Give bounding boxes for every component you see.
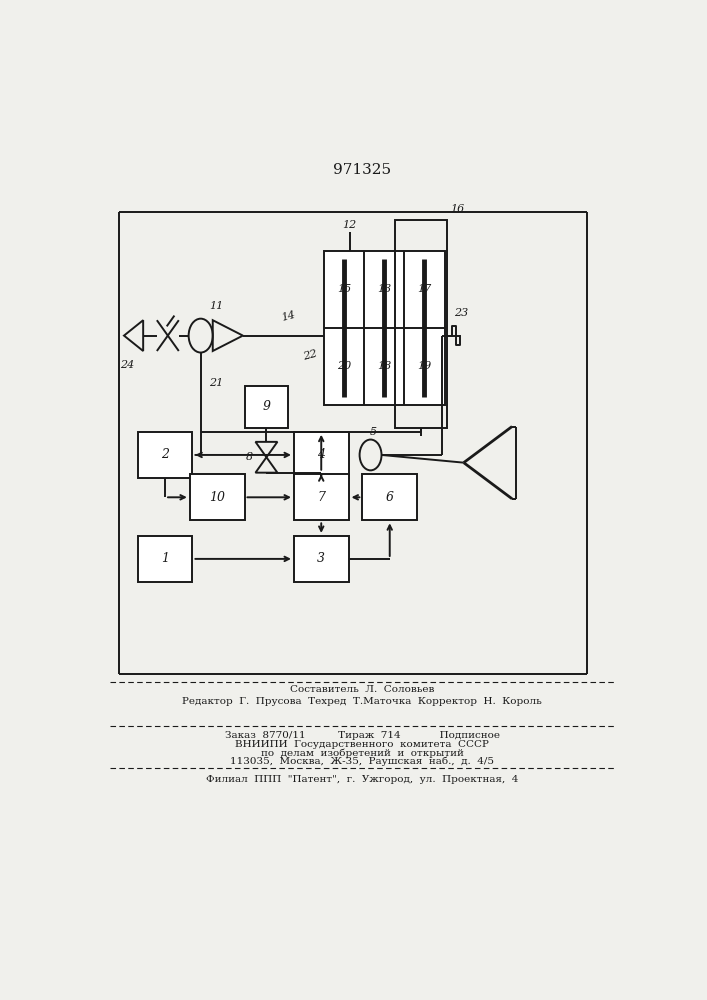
Text: 6: 6 [386, 491, 394, 504]
FancyBboxPatch shape [138, 536, 192, 582]
Text: 9: 9 [262, 400, 271, 413]
Text: 15: 15 [337, 284, 351, 294]
Text: 971325: 971325 [333, 163, 392, 177]
Text: Заказ  8770/11          Тираж  714            Подписное: Заказ 8770/11 Тираж 714 Подписное [225, 731, 500, 740]
FancyBboxPatch shape [363, 474, 417, 520]
FancyBboxPatch shape [189, 474, 245, 520]
Text: 113035,  Москва,  Ж-35,  Раушская  наб.,  д.  4/5: 113035, Москва, Ж-35, Раушская наб., д. … [230, 757, 494, 766]
Text: ВНИИПИ  Государственного  комитета  СССР: ВНИИПИ Государственного комитета СССР [235, 740, 489, 749]
Text: по  делам  изобретений  и  открытий: по делам изобретений и открытий [261, 748, 464, 758]
Text: 21: 21 [209, 378, 223, 388]
Text: 5: 5 [370, 427, 377, 437]
Text: 3: 3 [317, 552, 325, 565]
Text: Составитель  Л.  Соловьев: Составитель Л. Соловьев [290, 685, 435, 694]
Text: 22: 22 [302, 348, 319, 362]
Text: 14: 14 [280, 310, 297, 323]
FancyBboxPatch shape [324, 251, 445, 405]
Text: 7: 7 [317, 491, 325, 504]
FancyBboxPatch shape [294, 432, 349, 478]
Text: 17: 17 [417, 284, 431, 294]
FancyBboxPatch shape [294, 474, 349, 520]
Text: 13: 13 [377, 284, 392, 294]
Text: 2: 2 [161, 448, 169, 461]
Text: 10: 10 [209, 491, 225, 504]
Text: Редактор  Г.  Прусова  Техред  Т.Маточка  Корректор  Н.  Король: Редактор Г. Прусова Техред Т.Маточка Кор… [182, 697, 542, 706]
Text: 4: 4 [317, 448, 325, 461]
FancyBboxPatch shape [294, 536, 349, 582]
FancyBboxPatch shape [245, 386, 288, 428]
Text: 23: 23 [454, 308, 468, 318]
Text: 1: 1 [161, 552, 169, 565]
Text: 16: 16 [450, 204, 464, 214]
FancyBboxPatch shape [138, 432, 192, 478]
Text: 20: 20 [337, 361, 351, 371]
Text: 18: 18 [377, 361, 392, 371]
Text: Филиал  ППП  "Патент",  г.  Ужгород,  ул.  Проектная,  4: Филиал ППП "Патент", г. Ужгород, ул. Про… [206, 775, 518, 784]
Text: 8: 8 [245, 452, 253, 462]
Text: 24: 24 [119, 360, 134, 370]
Text: 12: 12 [342, 220, 356, 230]
Text: 19: 19 [417, 361, 431, 371]
Text: 11: 11 [209, 301, 223, 311]
